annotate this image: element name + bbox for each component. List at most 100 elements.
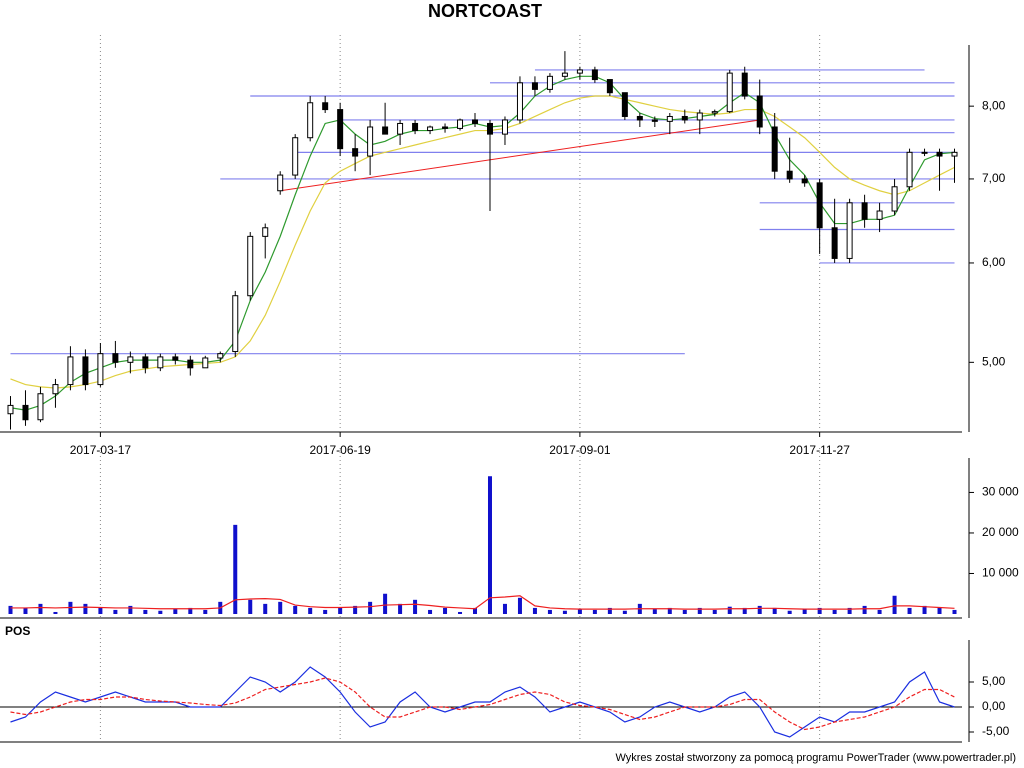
- volume-bar: [802, 609, 807, 614]
- volume-bar: [173, 609, 178, 614]
- y-tick-label: 6,00: [982, 255, 1006, 269]
- candle-body: [636, 115, 643, 121]
- candle-body: [741, 72, 748, 97]
- candle-body: [951, 151, 958, 157]
- volume-bar: [428, 609, 433, 614]
- y-tick-label: 0,00: [982, 699, 1006, 713]
- candle-body: [606, 79, 613, 94]
- volume-bar: [83, 603, 88, 614]
- volume-bar: [832, 609, 837, 614]
- candle-body: [367, 126, 374, 157]
- candle-body: [531, 82, 538, 90]
- candle-body: [681, 115, 688, 121]
- volume-bar: [398, 603, 403, 614]
- candle-body: [831, 227, 838, 259]
- candle-body: [786, 170, 793, 180]
- volume-bar: [547, 609, 552, 614]
- volume-bar: [532, 607, 537, 614]
- candle-body: [397, 122, 404, 135]
- volume-bar: [787, 610, 792, 614]
- volume-bar: [682, 609, 687, 614]
- candle-body: [771, 126, 778, 172]
- volume-bar: [263, 603, 268, 614]
- candle-body: [906, 151, 913, 188]
- volume-bar: [233, 524, 238, 614]
- indicator-line: [10, 666, 955, 738]
- candle-body: [561, 72, 568, 77]
- candle-body: [352, 148, 359, 157]
- candle-body: [202, 357, 209, 369]
- volume-bar: [922, 605, 927, 614]
- candle-body: [187, 359, 194, 369]
- trend-line: [280, 119, 760, 192]
- volume-bar: [23, 607, 28, 614]
- volume-bar: [188, 607, 193, 614]
- volume-bar: [443, 607, 448, 614]
- volume-bar: [368, 601, 373, 614]
- candle-body: [891, 186, 898, 212]
- y-tick-label: 8,00: [982, 98, 1006, 112]
- volume-bar: [907, 607, 912, 614]
- candle-body: [37, 393, 44, 421]
- y-tick-label: 5,00: [982, 674, 1006, 688]
- candle-body: [277, 174, 284, 192]
- volume-bar: [577, 609, 582, 614]
- candle-body: [82, 356, 89, 386]
- candle-body: [756, 95, 763, 128]
- volume-bar: [413, 599, 418, 614]
- volume-bar: [293, 605, 298, 614]
- volume-bar: [697, 607, 702, 614]
- volume-bar: [652, 609, 657, 614]
- volume-bar: [622, 610, 627, 614]
- volume-bar: [772, 607, 777, 614]
- volume-bar: [473, 607, 478, 614]
- y-tick-label: 10 000: [982, 566, 1019, 580]
- volume-bar: [592, 609, 597, 614]
- candle-body: [412, 122, 419, 132]
- volume-bar: [203, 609, 208, 614]
- candle-body: [217, 353, 224, 359]
- candle-body: [292, 137, 299, 176]
- volume-bar: [383, 593, 388, 614]
- ma-line: [10, 95, 955, 389]
- candle-body: [127, 356, 134, 363]
- volume-bar: [278, 601, 283, 614]
- indicator-line: [10, 677, 955, 731]
- candle-body: [142, 356, 149, 369]
- candle-body: [591, 69, 598, 81]
- candle-body: [846, 202, 853, 259]
- candle-body: [666, 115, 673, 122]
- volume-bar: [487, 476, 492, 614]
- volume-bar: [727, 606, 732, 614]
- candle-body: [936, 151, 943, 157]
- volume-bar: [667, 607, 672, 614]
- candle-body: [232, 295, 239, 353]
- volume-bar: [113, 609, 118, 614]
- candle-body: [307, 102, 314, 139]
- volume-bar: [143, 609, 148, 614]
- ma-line: [10, 75, 955, 411]
- volume-bar: [517, 597, 522, 614]
- candle-body: [457, 119, 464, 129]
- candle-body: [322, 102, 329, 111]
- x-tick-label: 2017-03-17: [70, 443, 132, 457]
- volume-bar: [353, 605, 358, 614]
- footer: Wykres został stworzony za pomocą progra…: [615, 752, 1016, 764]
- y-tick-label: 5,00: [982, 354, 1006, 368]
- candle-body: [472, 119, 479, 124]
- volume-bar: [8, 605, 13, 614]
- y-tick-label: 7,00: [982, 171, 1006, 185]
- candle-body: [157, 356, 164, 369]
- candle-body: [262, 227, 269, 237]
- candle-body: [861, 202, 868, 220]
- candle-body: [501, 119, 508, 135]
- volume-bar: [712, 609, 717, 614]
- candle-body: [67, 356, 74, 386]
- x-tick-label: 2017-09-01: [549, 443, 611, 457]
- volume-bar: [952, 609, 957, 614]
- panel-title: POS: [5, 624, 30, 638]
- volume-bar: [53, 611, 58, 614]
- y-tick-label: 20 000: [982, 525, 1019, 539]
- volume-bar: [38, 603, 43, 614]
- candle-body: [516, 82, 523, 121]
